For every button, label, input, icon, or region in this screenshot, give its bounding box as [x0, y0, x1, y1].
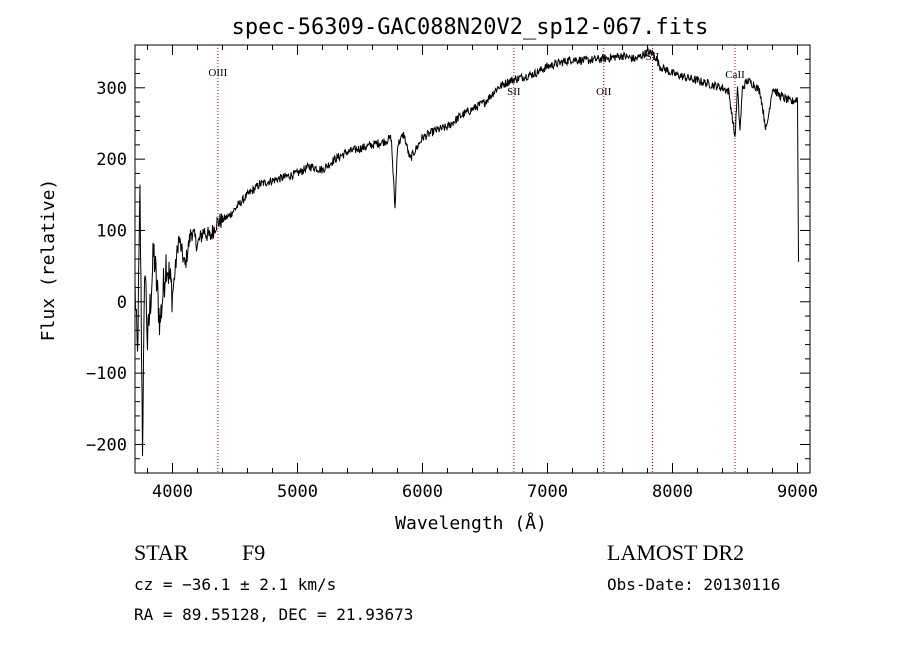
y-tick-label: 0 — [117, 293, 127, 313]
y-tick-label: 300 — [96, 79, 127, 99]
x-tick-label: 8000 — [652, 482, 693, 502]
line-marker-label: CaII — [725, 69, 745, 81]
survey-name: LAMOST DR2 — [607, 540, 744, 565]
y-tick-label: −100 — [86, 364, 127, 384]
line-marker-label: OIII — [208, 67, 227, 79]
chart-title: spec-56309-GAC088N20V2_sp12-067.fits — [232, 15, 709, 40]
y-tick-label: −200 — [86, 435, 127, 455]
x-axis-label: Wavelength (Å) — [395, 512, 547, 534]
x-tick-label: 4000 — [152, 482, 193, 502]
object-type: STAR — [134, 540, 189, 565]
line-marker-label: SII — [507, 86, 521, 98]
y-tick-label: 100 — [96, 221, 127, 241]
x-tick-label: 9000 — [777, 482, 818, 502]
axis-ticks: 4000 5000 6000 7000 8000 9000 −200 −100 0 100 200 3… — [86, 44, 818, 502]
y-axis-label: Flux (relative) — [38, 179, 59, 342]
spectrum-line — [134, 47, 799, 456]
x-tick-label: 6000 — [402, 482, 443, 502]
x-tick-label: 7000 — [527, 482, 568, 502]
coordinates: RA = 89.55128, DEC = 21.93673 — [134, 605, 413, 624]
obs-date: Obs-Date: 20130116 — [607, 575, 780, 594]
line-marker-label: OII — [596, 86, 612, 98]
y-tick-label: 200 — [96, 150, 127, 170]
redshift-text: cz = −36.1 ± 2.1 km/s — [134, 575, 336, 594]
object-subclass: F9 — [242, 540, 265, 565]
x-tick-label: 5000 — [277, 482, 318, 502]
